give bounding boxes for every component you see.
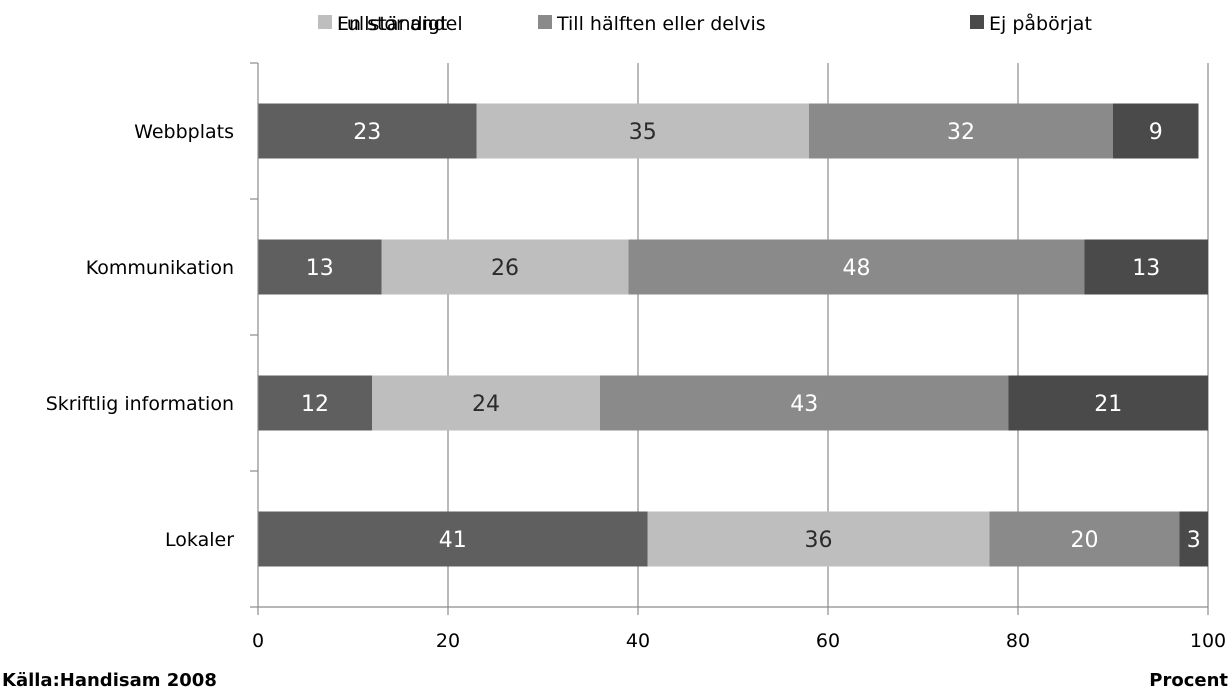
legend-swatch-till-halften-eller-delvis [538, 15, 552, 29]
bar-skriftlig-information-till-halften-eller-delvis [600, 375, 1009, 431]
data-label-skriftlig-information-fullstandigt: 12 [301, 392, 329, 417]
legend-label-till-halften-eller-delvis: Till hälften eller delvis [556, 13, 766, 35]
legend-swatch-en-stor-andel [318, 15, 332, 29]
data-label-webbplats-fullstandigt: 23 [353, 120, 381, 145]
bar-lokaler-en-stor-andel [647, 511, 990, 567]
data-label-skriftlig-information-en-stor-andel: 24 [472, 392, 500, 417]
data-label-kommunikation-en-stor-andel: 26 [491, 256, 519, 281]
category-label-skriftlig-information: Skriftlig information [46, 393, 234, 415]
bar-lokaler-fullstandigt [258, 511, 648, 567]
data-label-kommunikation-ej-paborjat: 13 [1132, 256, 1160, 281]
bar-webbplats-en-stor-andel [476, 103, 809, 159]
x-tick-label: 0 [252, 630, 264, 652]
x-tick-label: 100 [1190, 630, 1226, 652]
bar-kommunikation-ej-paborjat [1084, 239, 1208, 295]
bar-skriftlig-information-en-stor-andel [372, 375, 600, 431]
bar-kommunikation-en-stor-andel [381, 239, 629, 295]
bar-skriftlig-information-fullstandigt [258, 375, 372, 431]
category-label-webbplats: Webbplats [134, 121, 234, 143]
bar-webbplats-fullstandigt [258, 103, 477, 159]
data-label-lokaler-en-stor-andel: 36 [805, 528, 833, 553]
data-label-kommunikation-till-halften-eller-delvis: 48 [843, 256, 871, 281]
category-label-lokaler: Lokaler [165, 529, 234, 551]
data-label-webbplats-ej-paborjat: 9 [1149, 120, 1163, 145]
legend-label-fullstandigt: Fullständigt [337, 13, 447, 35]
category-label-kommunikation: Kommunikation [86, 257, 234, 279]
data-label-lokaler-ej-paborjat: 3 [1187, 528, 1201, 553]
data-label-skriftlig-information-till-halften-eller-delvis: 43 [790, 392, 818, 417]
bar-kommunikation-fullstandigt [258, 239, 382, 295]
data-label-webbplats-en-stor-andel: 35 [629, 120, 657, 145]
x-tick-label: 60 [816, 630, 840, 652]
bar-lokaler-till-halften-eller-delvis [989, 511, 1180, 567]
data-label-kommunikation-fullstandigt: 13 [306, 256, 334, 281]
bar-skriftlig-information-ej-paborjat [1008, 375, 1208, 431]
y-axis: Webbplats Kommunikation Skriftlig informat… [46, 62, 259, 608]
legend-label-ej-paborjat: Ej påbörjat [989, 12, 1092, 35]
x-axis-label: Procent [1149, 670, 1228, 691]
data-label-skriftlig-information-ej-paborjat: 21 [1094, 392, 1122, 417]
x-axis: 0 20 40 60 80 100 [252, 606, 1226, 652]
bar-webbplats-ej-paborjat [1113, 103, 1199, 159]
data-label-lokaler-till-halften-eller-delvis: 20 [1071, 528, 1099, 553]
source-note: Källa:Handisam 2008 [2, 670, 217, 691]
bar-lokaler-ej-paborjat [1179, 511, 1208, 567]
legend-label-en-stor-andel: En stor andel [337, 13, 463, 35]
x-tick-label: 20 [436, 630, 460, 652]
legend-swatch-ej-paborjat [970, 15, 984, 29]
bar-kommunikation-till-halften-eller-delvis [628, 239, 1085, 295]
bar-webbplats-till-halften-eller-delvis [809, 103, 1113, 159]
x-tick-label: 40 [626, 630, 650, 652]
data-label-webbplats-till-halften-eller-delvis: 32 [947, 120, 975, 145]
bars: 23 35 32 9 13 26 48 13 12 24 43 21 41 36 20 3 [258, 103, 1208, 567]
x-tick-label: 80 [1006, 630, 1030, 652]
data-label-lokaler-fullstandigt: 41 [439, 528, 467, 553]
